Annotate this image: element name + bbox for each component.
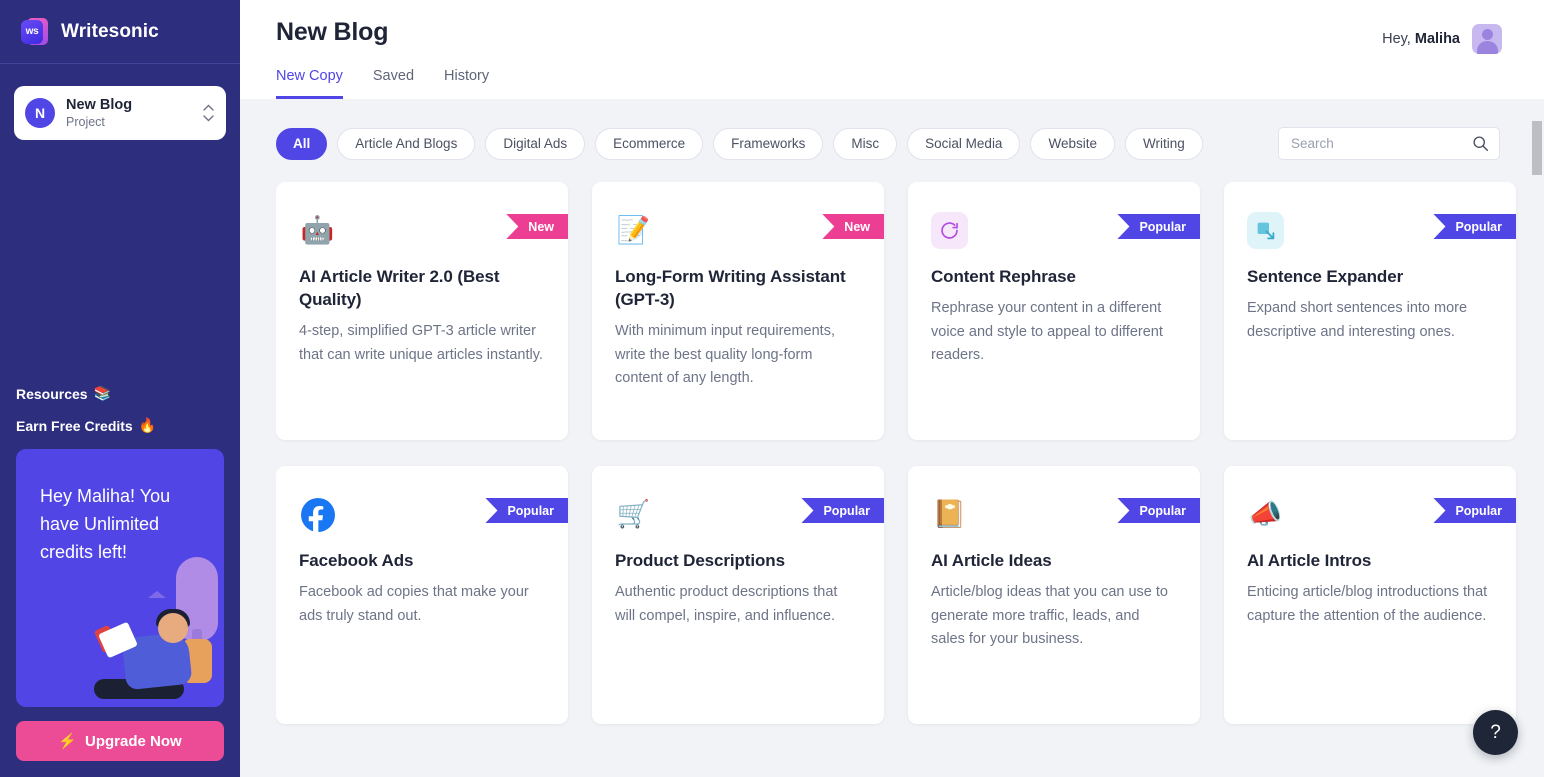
expand-arrow-icon [1247,212,1284,249]
greeting-text: Hey, Maliha [1382,31,1460,47]
notebook-idea-icon: 📔 [932,499,967,529]
help-button[interactable]: ? [1473,710,1518,755]
card-ai-article-intros[interactable]: Popular 📣 AI Article Intros Enticing art… [1224,466,1516,724]
filter-chip-misc[interactable]: Misc [833,127,898,160]
template-cards-scroll[interactable]: New 🤖 AI Article Writer 2.0 (Best Qualit… [276,182,1544,742]
badge-popular: Popular [485,498,568,523]
card-description: Article/blog ideas that you can use to g… [931,584,1168,648]
sidebar-credits-label: Earn Free Credits [16,417,133,434]
project-chevrons[interactable] [203,104,214,122]
tab-history[interactable]: History [444,68,490,84]
shopping-cart-icon: 🛒 [616,499,651,529]
card-ai-article-writer[interactable]: New 🤖 AI Article Writer 2.0 (Best Qualit… [276,182,568,440]
vertical-scrollbar[interactable] [1530,99,1544,777]
robot-icon: 🤖 [300,215,335,245]
megaphone-icon: 📣 [1248,499,1283,529]
card-ai-article-ideas[interactable]: Popular 📔 AI Article Ideas Article/blog … [908,466,1200,724]
sidebar: ws Writesonic N New Blog Project Resourc… [0,0,240,777]
greeting-prefix: Hey, [1382,31,1415,47]
logo-text: ws [21,19,43,44]
scrollbar-thumb[interactable] [1532,121,1542,175]
card-title: AI Article Intros [1247,551,1372,570]
project-avatar: N [25,98,55,128]
lightning-bolt-icon: ⚡ [58,733,77,750]
chevron-down-icon [203,115,214,122]
credits-promo-banner: Hey Maliha! You have Unlimited credits l… [16,449,224,707]
project-selector[interactable]: N New Blog Project [14,86,226,140]
chevron-up-icon [203,104,214,111]
project-name: New Blog [66,96,133,113]
card-title: Long-Form Writing Assistant (GPT-3) [615,267,846,310]
content-area: All Article And Blogs Digital Ads Ecomme… [240,99,1544,777]
upgrade-label: Upgrade Now [85,732,182,750]
card-title: Content Rephrase [931,267,1076,286]
filter-chip-writing[interactable]: Writing [1124,127,1203,160]
fire-icon: 🔥 [138,417,157,433]
tab-new-copy[interactable]: New Copy [276,68,343,99]
card-sentence-expander[interactable]: Popular Sentence Expander Expand short s… [1224,182,1516,440]
badge-popular: Popular [1117,214,1200,239]
filter-chip-website[interactable]: Website [1030,127,1115,160]
filter-chip-all[interactable]: All [276,127,328,160]
filter-chip-ecommerce[interactable]: Ecommerce [595,127,704,160]
user-greeting[interactable]: Hey, Maliha [1382,24,1502,54]
sidebar-item-resources[interactable]: Resources 📚 [16,385,240,402]
card-title: Product Descriptions [615,551,785,570]
reading-person-illustration [93,601,224,699]
badge-popular: Popular [1433,498,1516,523]
badge-new: New [822,214,884,239]
writesonic-logo-icon: ws [20,17,50,47]
filter-chip-article-and-blogs[interactable]: Article And Blogs [337,127,476,160]
card-description: Enticing article/blog introductions that… [1247,584,1488,624]
card-title: Sentence Expander [1247,267,1404,286]
upgrade-now-button[interactable]: ⚡ Upgrade Now [16,721,224,761]
sidebar-resources-label: Resources [16,385,88,402]
card-description: Rephrase your content in a different voi… [931,300,1163,364]
card-long-form-writing-assistant[interactable]: New 📝 Long-Form Writing Assistant (GPT-3… [592,182,884,440]
card-facebook-ads[interactable]: Popular Facebook Ads Facebook ad copies … [276,466,568,724]
birds-illustration [148,591,166,598]
card-product-descriptions[interactable]: Popular 🛒 Product Descriptions Authentic… [592,466,884,724]
badge-popular: Popular [1433,214,1516,239]
brand-logo[interactable]: ws Writesonic [0,0,240,64]
card-title: AI Article Writer 2.0 (Best Quality) [299,267,500,310]
sidebar-links: Resources 📚 Earn Free Credits 🔥 [0,385,240,449]
filter-chip-social-media[interactable]: Social Media [907,127,1021,160]
tab-bar: New Copy Saved History [240,54,1544,99]
template-card-grid: New 🤖 AI Article Writer 2.0 (Best Qualit… [276,182,1516,724]
brand-name: Writesonic [61,20,159,42]
avatar[interactable] [1472,24,1502,54]
promo-text: Hey Maliha! You have Unlimited credits l… [40,486,171,562]
badge-popular: Popular [1117,498,1200,523]
refresh-arrow-icon [931,212,968,249]
card-description: Expand short sentences into more descrip… [1247,300,1468,340]
tab-saved[interactable]: Saved [372,68,415,84]
card-description: Facebook ad copies that make your ads tr… [299,584,529,624]
facebook-icon [300,497,335,533]
search-input[interactable] [1291,136,1472,151]
books-icon: 📚 [93,385,112,401]
main-area: New Blog Hey, Maliha New Copy Saved Hist… [240,0,1544,777]
greeting-username: Maliha [1414,31,1460,47]
top-bar: New Blog Hey, Maliha New Copy Saved Hist… [240,0,1544,99]
card-description: Authentic product descriptions that will… [615,584,838,624]
filter-chip-frameworks[interactable]: Frameworks [713,127,824,160]
card-title: Facebook Ads [299,551,414,570]
badge-new: New [506,214,568,239]
memo-pencil-icon: 📝 [616,215,651,245]
search-box[interactable] [1278,127,1500,160]
filter-chip-row: All Article And Blogs Digital Ads Ecomme… [276,99,1544,160]
filter-chip-digital-ads[interactable]: Digital Ads [485,127,586,160]
card-description: 4-step, simplified GPT-3 article writer … [299,323,543,363]
badge-popular: Popular [801,498,884,523]
project-subtitle: Project [66,114,105,129]
card-description: With minimum input requirements, write t… [615,323,835,387]
sidebar-item-earn-free-credits[interactable]: Earn Free Credits 🔥 [16,417,240,434]
card-title: AI Article Ideas [931,551,1052,570]
search-icon[interactable] [1472,135,1489,152]
card-content-rephrase[interactable]: Popular Content Rephrase Rephrase your c… [908,182,1200,440]
page-title: New Blog [276,18,389,46]
